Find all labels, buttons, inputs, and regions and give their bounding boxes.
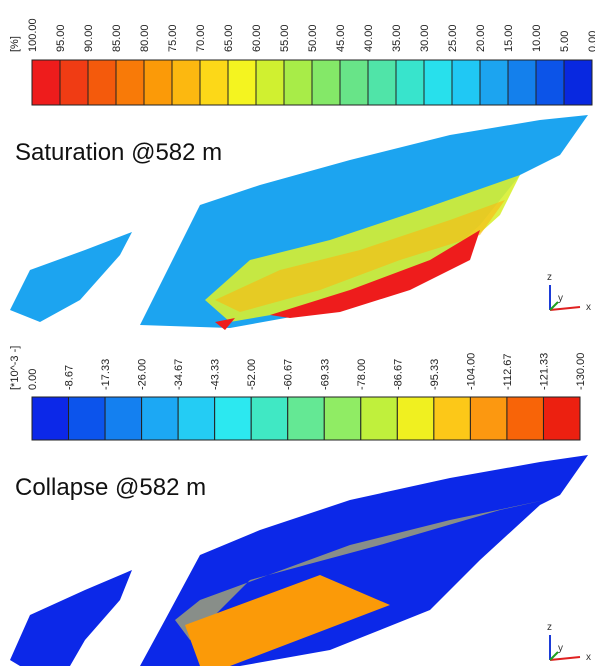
legend-swatch: [396, 396, 435, 441]
legend-tick-label: 45.00: [335, 24, 347, 52]
legend-swatch: [283, 59, 313, 106]
legend-tick-label: 0.00: [587, 31, 595, 52]
legend-tick-label: -34.67: [173, 359, 185, 390]
legend-swatch: [68, 396, 106, 441]
legend-tick-label: 5.00: [559, 31, 571, 52]
legend-swatch: [177, 396, 216, 441]
legend-tick-label: -52.00: [246, 359, 258, 390]
legend-swatch: [469, 396, 508, 441]
legend-tick-label: -60.67: [283, 359, 295, 390]
legend-tick-label: 60.00: [251, 24, 263, 52]
legend-swatch: [31, 59, 61, 106]
legend-tick-label: -130.00: [575, 353, 587, 390]
legend-tick-label: 70.00: [195, 24, 207, 52]
legend-swatch: [339, 59, 369, 106]
axis-label: y: [558, 643, 563, 654]
axis-label: z: [547, 622, 552, 633]
legend-swatch: [227, 59, 257, 106]
legend-swatch: [59, 59, 89, 106]
legend-tick-label: -17.33: [100, 359, 112, 390]
axis-x: [549, 656, 581, 661]
legend-swatch: [143, 59, 173, 106]
legend-unit: [*10^-3 -]: [9, 346, 21, 390]
legend-tick-label: 50.00: [307, 24, 319, 52]
legend-tick-label: 75.00: [167, 24, 179, 52]
legend-unit: [%]: [9, 36, 21, 52]
legend-tick-label: -104.00: [465, 353, 477, 390]
axis-label: z: [547, 272, 552, 283]
legend-swatch: [367, 59, 397, 106]
legend-tick-label: 90.00: [83, 24, 95, 52]
panel-title: Collapse @582 m: [15, 474, 206, 501]
legend-swatch: [287, 396, 325, 441]
legend-swatch: [87, 59, 117, 106]
axis-y: [549, 301, 559, 311]
axis-x: [549, 306, 581, 311]
axis-label: y: [558, 293, 563, 304]
legend-tick-label: 20.00: [475, 24, 487, 52]
legend-tick-label: 100.00: [27, 18, 39, 52]
legend-tick-label: -95.33: [429, 359, 441, 390]
legend-swatch: [563, 59, 593, 106]
legend-tick-label: -112.67: [502, 353, 514, 390]
legend-swatch: [451, 59, 481, 106]
legend-swatch: [171, 59, 201, 106]
collapse-model: [10, 455, 588, 666]
legend-tick-label: -8.67: [64, 365, 76, 390]
legend-swatch: [31, 396, 70, 441]
legend-tick-label: 80.00: [139, 24, 151, 52]
legend-swatch: [507, 59, 537, 106]
legend-swatch: [250, 396, 289, 441]
legend-tick-label: 40.00: [363, 24, 375, 52]
legend-tick-label: -43.33: [210, 359, 222, 390]
legend-swatch: [535, 59, 565, 106]
legend-tick-label: 35.00: [391, 24, 403, 52]
legend-tick-label: 25.00: [447, 24, 459, 52]
legend-swatch: [104, 396, 143, 441]
legend-swatch: [395, 59, 425, 106]
axis-y: [549, 651, 559, 661]
legend-swatch: [423, 59, 453, 106]
legend-swatch: [506, 396, 544, 441]
legend-tick-label: 15.00: [503, 24, 515, 52]
legend-swatch: [433, 396, 471, 441]
legend-tick-label: 65.00: [223, 24, 235, 52]
legend-tick-label: 55.00: [279, 24, 291, 52]
axis-label: x: [586, 302, 591, 313]
legend-swatch: [360, 396, 398, 441]
legend-swatch: [542, 396, 581, 441]
legend-tick-label: 95.00: [55, 24, 67, 52]
panel-title: Saturation @582 m: [15, 139, 222, 166]
legend-swatch: [199, 59, 229, 106]
legend-tick-label: -78.00: [356, 359, 368, 390]
legend-tick-label: 30.00: [419, 24, 431, 52]
legend-swatch: [214, 396, 252, 441]
legend-swatch: [311, 59, 341, 106]
legend-tick-label: 10.00: [531, 24, 543, 52]
legend-tick-label: -121.33: [538, 353, 550, 390]
legend-tick-label: 0.00: [27, 369, 39, 390]
axis-label: x: [586, 652, 591, 663]
legend-tick-label: -86.67: [392, 359, 404, 390]
legend-swatch: [479, 59, 509, 106]
legend-tick-label: -69.33: [319, 359, 331, 390]
legend-swatch: [115, 59, 145, 106]
legend-tick-label: -26.00: [137, 359, 149, 390]
legend-swatch: [323, 396, 362, 441]
legend-swatch: [141, 396, 179, 441]
saturation-model: [10, 115, 588, 330]
legend-swatch: [255, 59, 285, 106]
legend-tick-label: 85.00: [111, 24, 123, 52]
